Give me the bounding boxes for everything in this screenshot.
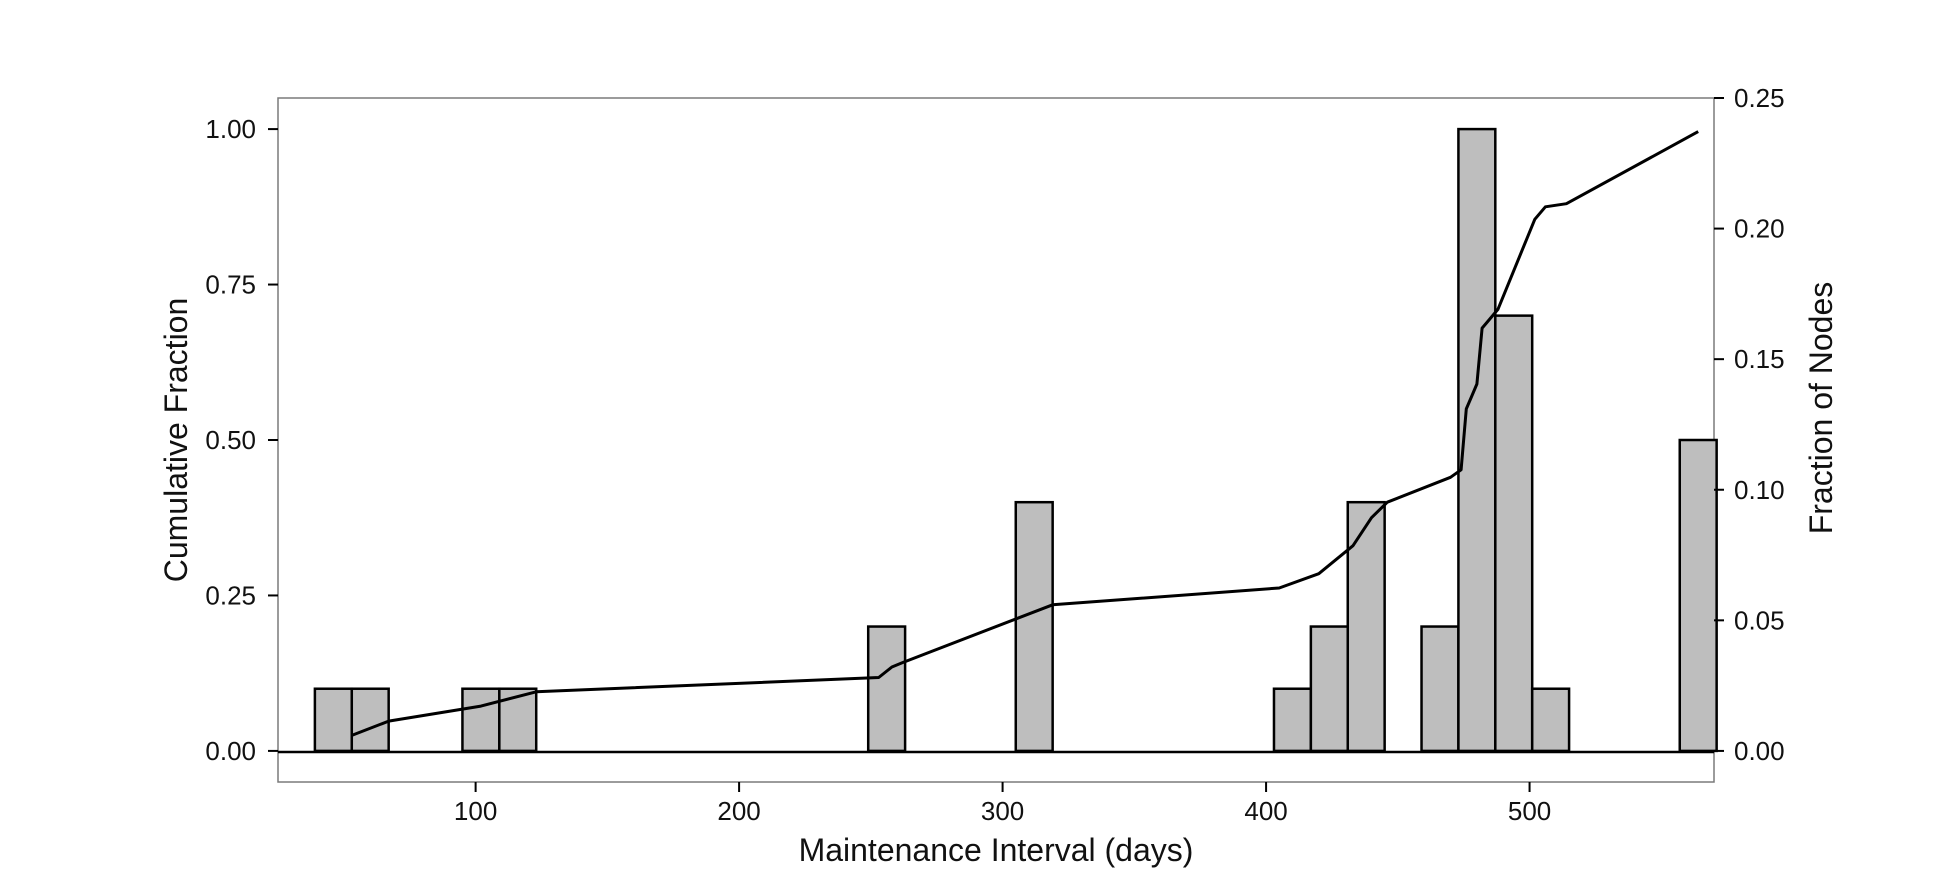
y2-tick-label: 0.00 [1734, 736, 1785, 766]
histogram-bar [1346, 500, 1386, 753]
x-axis-ticks: 100 200 300 400 500 [454, 782, 1551, 826]
y2-tick-label: 0.15 [1734, 344, 1785, 374]
y-tick-label: 0.50 [205, 425, 256, 455]
y-axis-ticks: 0.00 0.25 0.50 0.75 1.00 [205, 114, 278, 766]
y2-tick-label: 0.10 [1734, 475, 1785, 505]
x-tick-label: 500 [1508, 796, 1551, 826]
histogram-bar [1309, 625, 1350, 753]
histogram-bar [1014, 500, 1054, 753]
x-tick-label: 200 [717, 796, 760, 826]
x-tick-label: 300 [981, 796, 1024, 826]
histogram-bar [1420, 625, 1460, 753]
histogram-bar [866, 625, 907, 753]
histogram-bar [1494, 314, 1534, 753]
y-tick-label: 0.00 [205, 736, 256, 766]
y-tick-label: 0.75 [205, 270, 256, 300]
x-tick-label: 400 [1244, 796, 1287, 826]
x-tick-label: 100 [454, 796, 497, 826]
y-axis-title: Cumulative Fraction [158, 298, 194, 583]
y-tick-label: 0.25 [205, 580, 256, 610]
histogram-bar [1678, 438, 1718, 753]
y2-axis-title: Fraction of Nodes [1803, 282, 1839, 535]
x-axis-title: Maintenance Interval (days) [799, 832, 1194, 868]
y2-tick-label: 0.20 [1734, 214, 1785, 244]
y-tick-label: 1.00 [205, 114, 256, 144]
y2-tick-label: 0.05 [1734, 605, 1785, 635]
histogram-bar [313, 687, 354, 753]
bars-layer [313, 127, 1718, 753]
y2-axis-ticks: 0.00 0.05 0.10 0.15 0.20 0.25 [1714, 83, 1785, 766]
cumulative-fraction-line [351, 130, 1699, 737]
cumulative-line-layer [351, 130, 1699, 737]
histogram-bar [461, 687, 501, 753]
histogram-bar [350, 687, 390, 753]
histogram-bar [1530, 687, 1571, 753]
y2-tick-label: 0.25 [1734, 83, 1785, 113]
histogram-bar [1272, 687, 1313, 753]
